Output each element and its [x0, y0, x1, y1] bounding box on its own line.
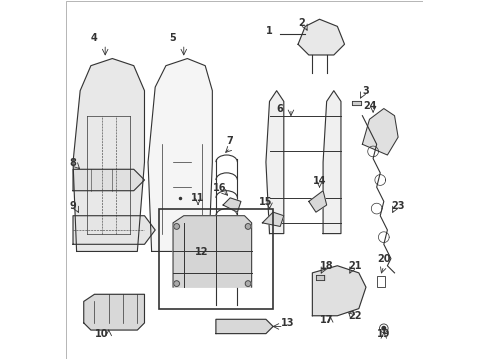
Polygon shape	[362, 109, 397, 155]
Polygon shape	[73, 169, 144, 191]
Polygon shape	[312, 266, 365, 316]
Text: 15: 15	[259, 197, 272, 207]
Text: 19: 19	[376, 329, 390, 339]
Text: 18: 18	[319, 261, 333, 271]
Text: 5: 5	[169, 33, 176, 43]
Circle shape	[244, 281, 250, 287]
Polygon shape	[148, 59, 212, 251]
Bar	[315, 275, 324, 280]
Circle shape	[244, 224, 250, 229]
Polygon shape	[83, 294, 144, 330]
Text: 8: 8	[69, 158, 76, 168]
Polygon shape	[308, 191, 326, 212]
Text: 24: 24	[362, 100, 375, 111]
Circle shape	[173, 224, 179, 229]
Text: 12: 12	[195, 247, 208, 257]
Text: 22: 22	[348, 311, 361, 321]
Text: 7: 7	[226, 136, 233, 146]
Bar	[159, 208, 272, 309]
Text: 23: 23	[390, 201, 404, 211]
Polygon shape	[323, 91, 340, 234]
Text: 1: 1	[265, 26, 272, 36]
Polygon shape	[73, 216, 155, 244]
Text: 2: 2	[298, 18, 305, 28]
Text: 9: 9	[69, 201, 76, 211]
Text: 21: 21	[348, 261, 361, 271]
Polygon shape	[223, 198, 241, 212]
Text: 10: 10	[95, 329, 108, 339]
Polygon shape	[173, 216, 251, 287]
Bar	[351, 101, 360, 105]
Polygon shape	[262, 212, 283, 226]
Polygon shape	[265, 91, 283, 234]
Text: 13: 13	[280, 319, 293, 328]
Polygon shape	[216, 319, 272, 334]
Text: 11: 11	[191, 193, 204, 203]
Text: 16: 16	[212, 183, 226, 193]
Polygon shape	[73, 59, 144, 251]
Text: 17: 17	[319, 315, 333, 325]
Circle shape	[173, 281, 179, 287]
Text: 6: 6	[276, 104, 283, 114]
Polygon shape	[298, 19, 344, 55]
Text: 14: 14	[312, 176, 325, 185]
Text: 20: 20	[376, 254, 390, 264]
Text: 3: 3	[362, 86, 368, 96]
Text: 4: 4	[91, 33, 98, 43]
Circle shape	[381, 327, 385, 330]
Bar	[376, 276, 384, 287]
